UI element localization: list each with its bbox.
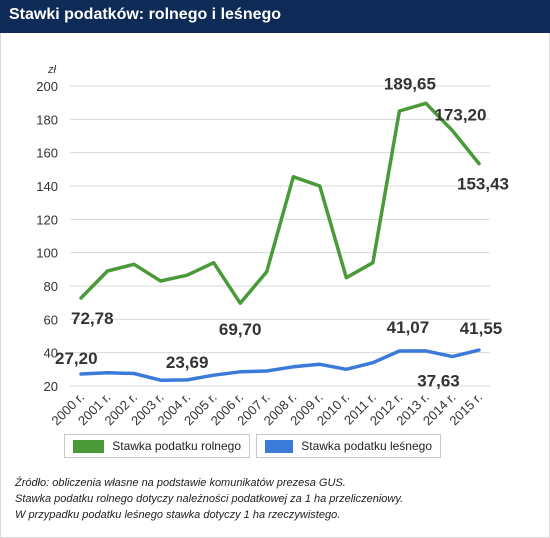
note-lesny: W przypadku podatku leśnego stawka dotyc…: [15, 509, 341, 521]
data-label: 69,70: [219, 320, 262, 339]
y-tick-label: 160: [36, 146, 58, 161]
y-tick-label: 140: [36, 179, 58, 194]
source-note: Źródło: obliczenia własne na podstawie k…: [15, 477, 346, 489]
y-tick-label: 20: [44, 379, 58, 394]
data-label: 189,65: [384, 74, 436, 93]
legend-item-rolny: Stawka podatku rolnego: [64, 434, 250, 458]
data-label: 23,69: [166, 353, 209, 372]
data-labels: 72,78 69,70 189,65 173,20 153,43 27,20 23,69 41…: [55, 74, 509, 390]
data-label: 37,63: [417, 372, 460, 391]
source-notes: Źródło: obliczenia własne na podstawie k…: [15, 475, 403, 523]
legend-label-rolny: Stawka podatku rolnego: [112, 439, 241, 453]
data-label: 41,07: [387, 318, 430, 337]
line-chart: zł 20 40 60 80 100 120 140 160 180 200 2000 r.2001…: [36, 64, 509, 429]
x-axis-ticks: 2000 r.2001 r.2002 r.2003 r.2004 r.2005 …: [48, 390, 485, 429]
legend-swatch-lesny: [265, 439, 294, 453]
y-axis-ticks: zł 20 40 60 80 100 120 140 160 180 200: [36, 64, 58, 394]
legend-item-lesny: Stawka podatku leśnego: [256, 434, 441, 458]
y-tick-label: 40: [44, 346, 58, 361]
legend-swatch-rolny: [73, 439, 105, 453]
y-tick-label: 120: [36, 212, 58, 227]
page-title: Stawki podatków: rolnego i leśnego: [9, 6, 282, 23]
data-label: 173,20: [434, 106, 486, 125]
y-tick-label: 100: [36, 246, 58, 261]
data-label: 41,55: [460, 319, 503, 338]
y-axis-unit: zł: [47, 64, 57, 76]
series-line-lesny: [79, 348, 481, 382]
note-rolny: Stawka podatku rolnego dotyczy należnośc…: [15, 493, 404, 505]
series-line-rolny: [79, 101, 481, 305]
y-tick-label: 60: [44, 312, 58, 327]
y-tick-label: 80: [44, 279, 58, 294]
y-tick-label: 180: [36, 112, 58, 127]
data-label: 72,78: [71, 309, 114, 328]
data-label: 153,43: [457, 175, 509, 194]
legend-label-lesny: Stawka podatku leśnego: [301, 439, 432, 453]
grid-lines: [70, 85, 490, 387]
y-tick-label: 200: [36, 79, 58, 94]
title-bar: Stawki podatków: rolnego i leśnego: [0, 0, 550, 33]
data-label: 27,20: [55, 349, 98, 368]
series-lines: [79, 101, 481, 382]
